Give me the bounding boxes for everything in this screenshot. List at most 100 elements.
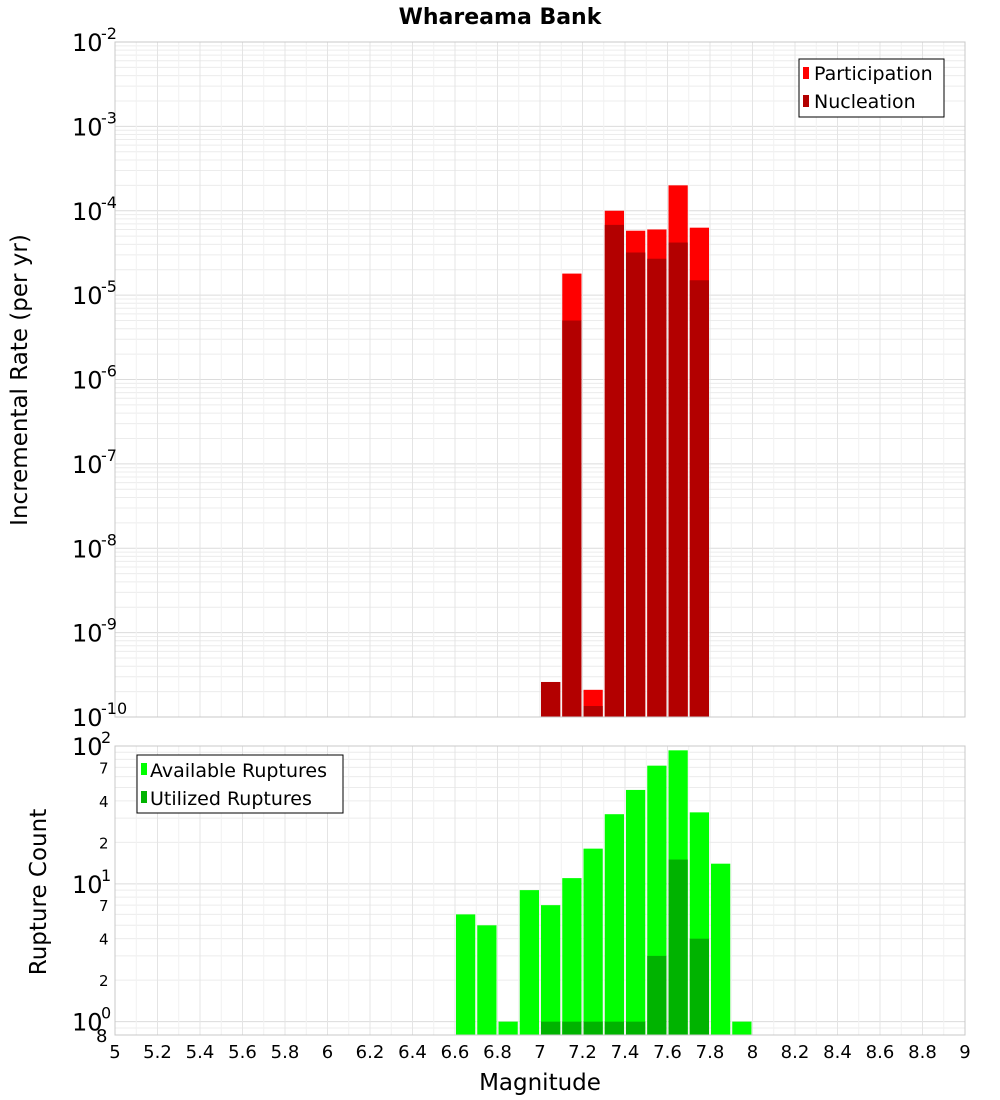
y-minor-tick-label: 7	[99, 759, 109, 777]
y-minor-tick-label: 2	[99, 972, 109, 990]
x-tick-label: 8.2	[781, 1042, 810, 1063]
rate-bar-b	[583, 706, 603, 717]
bottom-legend: Available Ruptures Utilized Ruptures	[136, 754, 344, 814]
x-tick-label: 8	[747, 1042, 758, 1063]
top-plot-border	[114, 41, 966, 718]
y-tick-exponent: 1	[101, 866, 111, 885]
x-tick-label: 5.2	[143, 1042, 172, 1063]
y-tick-label: 10	[72, 620, 103, 648]
x-axis-label: Magnitude	[479, 1070, 601, 1096]
count-bar-b	[647, 955, 667, 1035]
top-bars	[541, 185, 709, 718]
y-minor-tick-label: 7	[99, 897, 109, 915]
bottom-y-axis-label: Rupture Count	[26, 809, 52, 975]
x-tick-label: 7.4	[611, 1042, 640, 1063]
top-legend-box	[798, 58, 945, 118]
x-tick-label: 7.2	[568, 1042, 597, 1063]
x-tick-label: 5.6	[228, 1042, 257, 1063]
y-tick-label: 10	[72, 535, 103, 563]
rate-bar-b	[541, 681, 561, 717]
y-tick-label: 10	[72, 451, 103, 479]
x-tick-label: 5	[109, 1042, 120, 1063]
count-bar-a	[541, 905, 561, 1035]
x-tick-label: 6.4	[398, 1042, 427, 1063]
y-tick-exponent: 0	[101, 1004, 111, 1023]
legend-swatch-available	[141, 763, 147, 775]
x-tick-label: 6	[322, 1042, 333, 1063]
x-tick-label: 6.2	[356, 1042, 385, 1063]
y-tick-label: 10	[72, 282, 103, 310]
x-tick-label: 6.6	[441, 1042, 470, 1063]
y-tick-label: 10	[72, 704, 103, 732]
legend-swatch-nucleation	[803, 95, 809, 107]
y-tick-label: 10	[72, 733, 103, 761]
x-tick-label: 5.8	[271, 1042, 300, 1063]
count-bar-b	[668, 859, 688, 1035]
y-tick-label: 10	[72, 198, 103, 226]
count-bar-b	[604, 1021, 624, 1035]
top-y-axis-label: Incremental Rate (per yr)	[7, 234, 33, 526]
count-bar-a	[456, 914, 476, 1035]
chart-title: Whareama Bank	[399, 5, 603, 30]
y-tick-label: 10	[72, 871, 103, 899]
y-tick-exponent: -9	[101, 615, 117, 634]
count-bar-a	[626, 789, 646, 1035]
x-tick-label: 7.6	[653, 1042, 682, 1063]
y-tick-exponent: -6	[101, 362, 117, 381]
rate-bar-b	[668, 242, 688, 718]
rate-bar-b	[604, 224, 624, 717]
y-tick-exponent: -7	[101, 446, 117, 465]
y-tick-exponent: -4	[101, 193, 117, 212]
x-tick-label: 8.4	[823, 1042, 852, 1063]
top-legend: Participation Nucleation	[798, 58, 945, 118]
y-tick-exponent: -5	[101, 277, 117, 296]
x-tick-label: 9	[959, 1042, 970, 1063]
x-tick-labels: 5 5.2 5.4 5.6 5.8 6 6.2 6.4 6.6 6.8 7 7.2 7.4 7.6 7.8 8…	[109, 1042, 970, 1063]
y-tick-exponent: -2	[101, 24, 117, 43]
count-bar-a	[519, 890, 539, 1035]
count-bar-a	[583, 848, 603, 1035]
count-bar-b	[626, 1021, 646, 1035]
y-tick-exponent: -8	[101, 530, 117, 549]
y-minor-tick-label: 4	[99, 931, 109, 949]
count-bar-a	[498, 1021, 518, 1035]
y-tick-label: 10	[72, 29, 103, 57]
count-bar-b	[583, 1021, 603, 1035]
y-tick-exponent: 2	[101, 728, 111, 747]
legend-label-nucleation: Nucleation	[814, 91, 916, 113]
x-tick-label: 7	[534, 1042, 545, 1063]
count-bar-a	[604, 814, 624, 1035]
count-bar-a	[732, 1021, 752, 1035]
bottom-plot-border	[114, 745, 966, 1036]
legend-label-participation: Participation	[814, 63, 933, 85]
count-bar-a	[477, 925, 497, 1035]
y-tick-label: 10	[72, 113, 103, 141]
y-tick-label: 10	[72, 1009, 103, 1037]
count-bar-b	[562, 1021, 582, 1035]
legend-swatch-participation	[803, 67, 809, 79]
legend-label-utilized: Utilized Ruptures	[150, 788, 312, 810]
x-tick-label: 7.8	[696, 1042, 725, 1063]
y-minor-tick-label: 8	[96, 1026, 107, 1047]
x-tick-label: 5.4	[186, 1042, 215, 1063]
count-bar-b	[541, 1021, 561, 1035]
rate-bar-b	[562, 320, 582, 717]
legend-label-available: Available Ruptures	[150, 760, 327, 782]
x-tick-label: 8.8	[908, 1042, 937, 1063]
x-tick-label: 8.6	[866, 1042, 895, 1063]
bottom-bars	[456, 750, 752, 1035]
x-tick-label: 6.8	[483, 1042, 512, 1063]
count-bar-a	[711, 863, 731, 1035]
rate-bar-b	[626, 252, 646, 717]
count-bar-b	[689, 938, 709, 1035]
y-tick-exponent: -3	[101, 108, 117, 127]
bottom-legend-box	[136, 754, 344, 814]
y-tick-exponent: -10	[101, 699, 127, 718]
rate-bar-b	[647, 258, 667, 717]
y-minor-tick-label: 4	[99, 793, 109, 811]
